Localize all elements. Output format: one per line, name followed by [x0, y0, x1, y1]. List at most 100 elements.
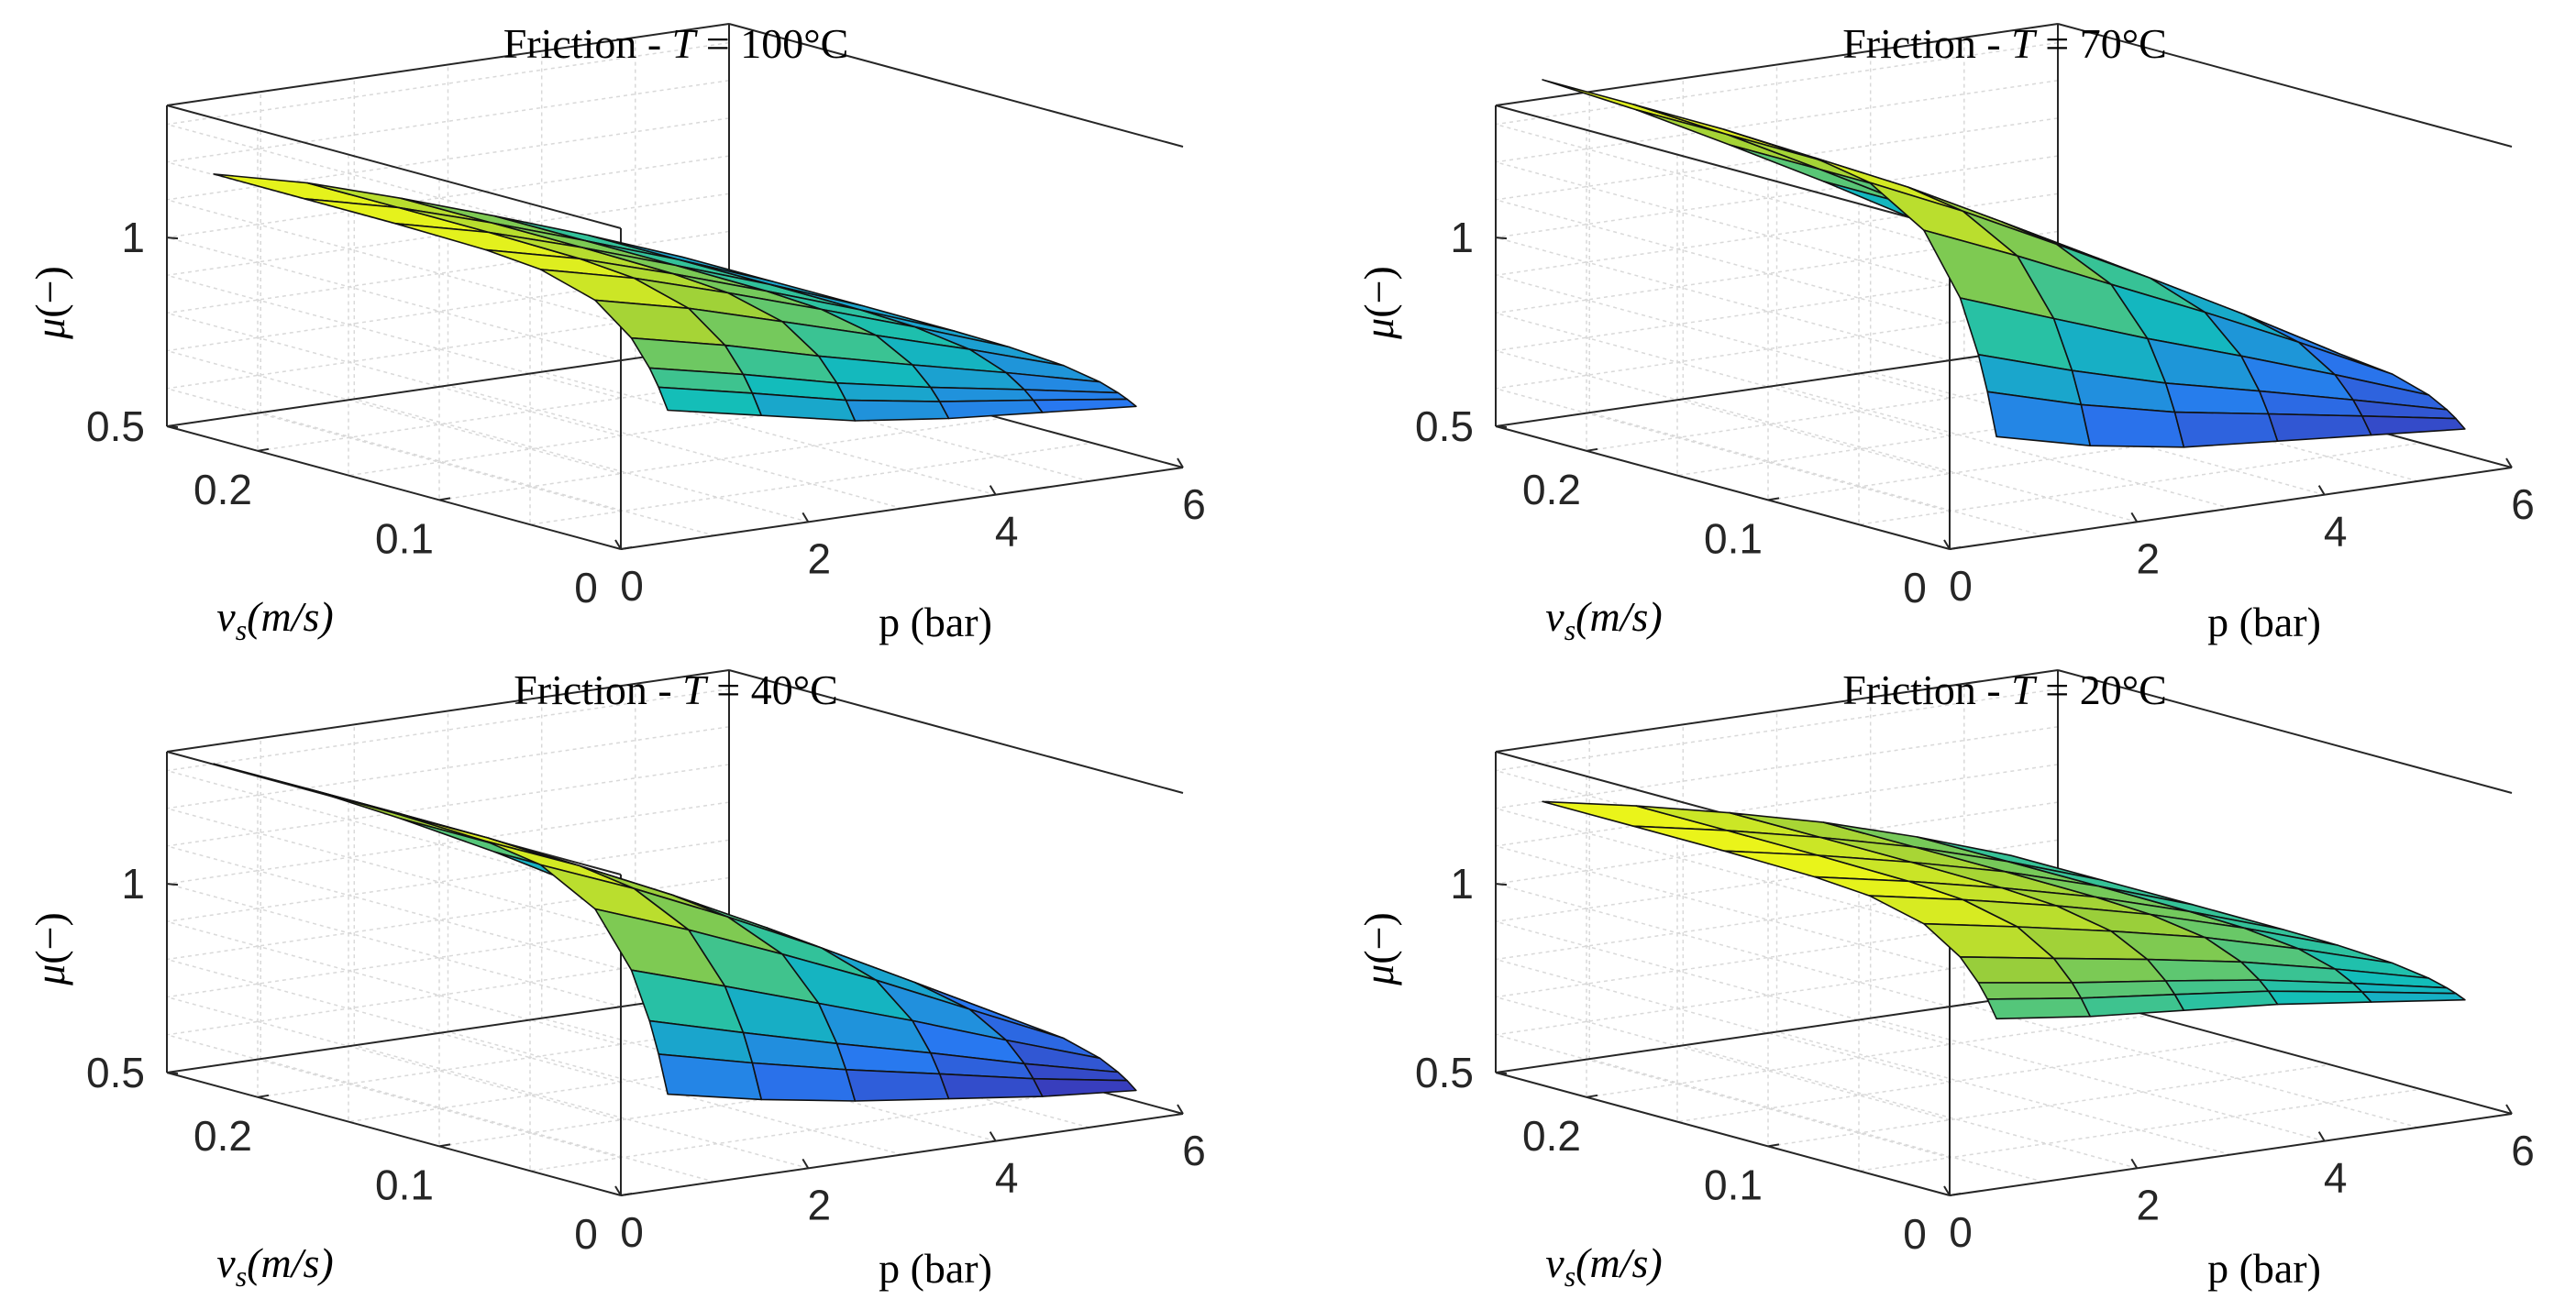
y-tick-label: 0.2 [1522, 1112, 1581, 1160]
surface-patch [845, 1068, 950, 1102]
y-gridline [1586, 776, 2150, 1098]
y-label-subscript: s [236, 613, 247, 646]
title-variable: T [682, 666, 709, 713]
x-tick [2130, 512, 2139, 523]
surface-patch [1033, 398, 1137, 413]
axis-edge [166, 344, 730, 427]
x-axis-label: p (bar) [2207, 1245, 2321, 1292]
y-tick [257, 1094, 270, 1098]
title-prefix: Friction - [1842, 666, 2011, 713]
y-label-subscript: s [236, 1260, 247, 1293]
surface-patch [2080, 403, 2185, 448]
x-tick [2130, 1158, 2139, 1169]
x-tick [1943, 1185, 1951, 1196]
x-axis-label: p (bar) [879, 1245, 992, 1292]
z-tick-label: 0.5 [86, 1049, 145, 1096]
title-value: = 100°C [695, 20, 848, 67]
y-label-unit: (m/s) [247, 1239, 334, 1286]
y-axis-label: vs(m/s) [216, 1239, 333, 1293]
axis-edge [166, 669, 730, 753]
x-tick-label: 4 [995, 1154, 1019, 1202]
surface-patch [929, 386, 1034, 402]
x-tick [1943, 539, 1951, 550]
ticks: 0 2 4 6 0 0.1 0.2 0.5 1 [1415, 214, 2535, 611]
chart-title: Friction - T = 20°C [1842, 666, 2167, 713]
y-gridline [529, 204, 1093, 526]
axis-edge [1949, 1113, 2513, 1196]
z-axis-label: μ(−) [1355, 266, 1402, 340]
x-axis-label: p (bar) [2207, 599, 2321, 645]
z-axis-label: μ(−) [27, 266, 73, 340]
z-tick [166, 883, 179, 886]
x-tick-label: 0 [620, 562, 644, 610]
y-gridline [1858, 850, 2422, 1172]
x-tick [802, 512, 810, 523]
ticks: 0 2 4 6 0 0.1 0.2 0.5 1 [86, 214, 1206, 611]
surface-patch [1977, 982, 2083, 1000]
x-tick-label: 0 [1949, 1208, 1973, 1256]
z-tick-label: 1 [121, 860, 145, 908]
z-label-variable: μ [1355, 318, 1402, 340]
axis-edge [1495, 344, 2059, 427]
x-tick [989, 1131, 997, 1142]
z-label-variable: μ [27, 964, 73, 986]
chart-title: Friction - T = 100°C [503, 20, 849, 67]
z-label-variable: μ [27, 318, 73, 340]
y-tick-label: 0.2 [193, 1112, 252, 1160]
x-tick [989, 485, 997, 496]
x-tick-label: 0 [1949, 562, 1973, 610]
surface-patch [2080, 993, 2185, 1018]
y-tick [1767, 1143, 1780, 1148]
axis-edge [1949, 467, 2513, 550]
title-prefix: Friction - [503, 20, 672, 67]
y-tick-label: 0 [1903, 1210, 1927, 1258]
surface-patch [2361, 991, 2466, 1003]
y-tick-label: 0.1 [375, 514, 434, 562]
y-axis-label: vs(m/s) [216, 593, 333, 646]
title-variable: T [2011, 20, 2038, 67]
title-prefix: Friction - [1842, 20, 2011, 67]
x-tick-label: 2 [808, 1181, 832, 1228]
surface-patch [1986, 996, 2092, 1020]
title-variable: T [672, 20, 699, 67]
x-tick-label: 4 [995, 508, 1019, 556]
axis-edge [1495, 1072, 1951, 1196]
z-label-unit: (−) [27, 912, 73, 964]
axis-edge [166, 105, 622, 229]
y-label-unit: (m/s) [1575, 593, 1663, 640]
axis-edge [728, 669, 1184, 794]
x-tick [1177, 1104, 1184, 1115]
axis-edge [166, 990, 730, 1073]
surface-patch [2267, 413, 2372, 443]
x-tick-label: 2 [2137, 534, 2161, 582]
y-gridline [1858, 204, 2422, 526]
y-tick-label: 0 [574, 1210, 598, 1258]
z-axis-label: μ(−) [27, 912, 73, 986]
title-value: = 20°C [2035, 666, 2167, 713]
y-tick [1767, 497, 1780, 501]
z-tick-label: 0.5 [86, 402, 145, 450]
surface-patch [751, 1062, 857, 1102]
z-tick-label: 1 [1450, 214, 1474, 261]
subplot-friction-70c: 0 2 4 6 0 0.1 0.2 0.5 1 Friction - T = 70°C p (bar… [1355, 20, 2535, 646]
axis-edge [620, 1113, 1184, 1196]
z-tick-label: 1 [1450, 860, 1474, 908]
y-axis-label: vs(m/s) [1545, 1239, 1662, 1293]
surface-patch [2361, 414, 2466, 436]
x-tick-label: 2 [808, 534, 832, 582]
x-tick-label: 4 [2324, 508, 2348, 556]
z-tick [1495, 425, 1508, 428]
y-label-subscript: s [1564, 613, 1575, 646]
axis-edge [620, 467, 1184, 550]
ticks: 0 2 4 6 0 0.1 0.2 0.5 1 [86, 860, 1206, 1258]
axis-edge [166, 1072, 622, 1196]
z-label-unit: (−) [27, 266, 73, 318]
y-tick [1586, 1094, 1598, 1098]
title-variable: T [2011, 666, 2038, 713]
z-label-unit: (−) [1355, 912, 1402, 964]
y-label-subscript: s [1564, 1260, 1575, 1293]
y-tick-label: 0.1 [1704, 514, 1763, 562]
axis-edge [1495, 669, 2059, 753]
x-tick [2505, 1104, 2513, 1115]
y-axis-label: vs(m/s) [1545, 593, 1662, 646]
